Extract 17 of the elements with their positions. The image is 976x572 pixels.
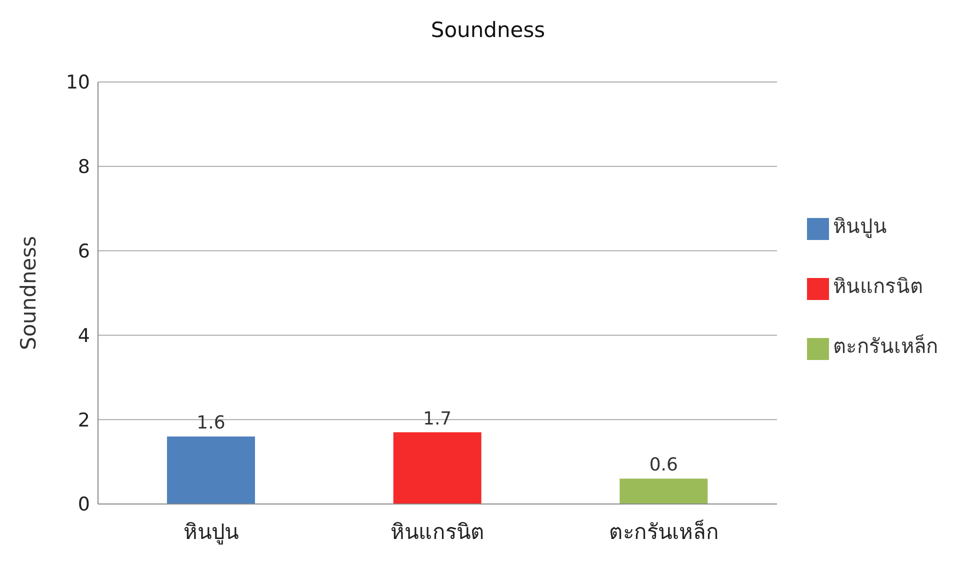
x-tick-label: หินปูน bbox=[184, 520, 239, 545]
y-tick-label: 2 bbox=[78, 409, 90, 432]
y-tick-label: 10 bbox=[66, 72, 90, 94]
legend-label: ตะกรันเหล็ก bbox=[833, 334, 938, 358]
y-tick-label: 4 bbox=[78, 324, 90, 347]
data-label: 1.6 bbox=[196, 412, 226, 434]
x-tick-label: หินแกรนิต bbox=[390, 520, 484, 544]
data-label: 0.6 bbox=[649, 454, 678, 476]
y-tick-label: 6 bbox=[78, 240, 90, 263]
legend-label: หินแกรนิต bbox=[833, 274, 923, 298]
data-label: 1.7 bbox=[423, 408, 452, 430]
y-axis-title: Soundness bbox=[16, 236, 40, 350]
chart-title: Soundness bbox=[430, 18, 546, 42]
y-tick-label: 0 bbox=[78, 494, 90, 516]
legend-label: หินปูน bbox=[833, 214, 887, 238]
x-tick-label: ตะกรันเหล็ก bbox=[608, 518, 719, 544]
y-tick-label: 8 bbox=[78, 156, 90, 178]
